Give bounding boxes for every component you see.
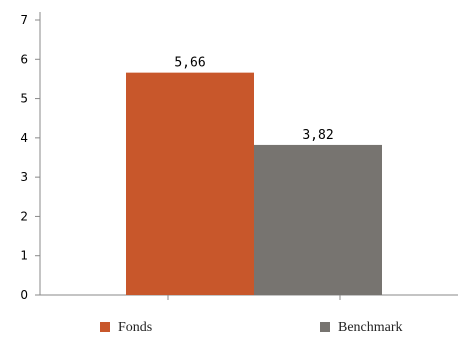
data-label-fonds: 5,66 <box>174 56 205 71</box>
legend-label-fonds: Fonds <box>118 320 152 335</box>
y-tick-label: 2 <box>20 209 28 223</box>
y-tick-label: 7 <box>20 13 28 27</box>
bar-fonds <box>126 72 254 296</box>
bars <box>126 72 382 296</box>
bar-benchmark <box>254 144 382 295</box>
y-tick-label: 3 <box>20 170 28 184</box>
legend-label-benchmark: Benchmark <box>338 320 403 335</box>
y-tick-label: 0 <box>20 288 28 302</box>
legend: Fonds Benchmark <box>100 320 403 335</box>
data-label-benchmark: 3,82 <box>302 128 333 143</box>
y-tick-label: 4 <box>20 131 28 145</box>
y-tick-label: 5 <box>20 92 28 106</box>
y-tick-label: 6 <box>20 52 28 66</box>
y-tick-label: 1 <box>20 249 28 263</box>
data-labels: 5,66 3,82 <box>174 56 333 143</box>
legend-swatch-benchmark <box>320 322 330 332</box>
axes: 0 1 2 3 4 5 6 7 <box>20 12 458 302</box>
legend-swatch-fonds <box>100 322 110 332</box>
